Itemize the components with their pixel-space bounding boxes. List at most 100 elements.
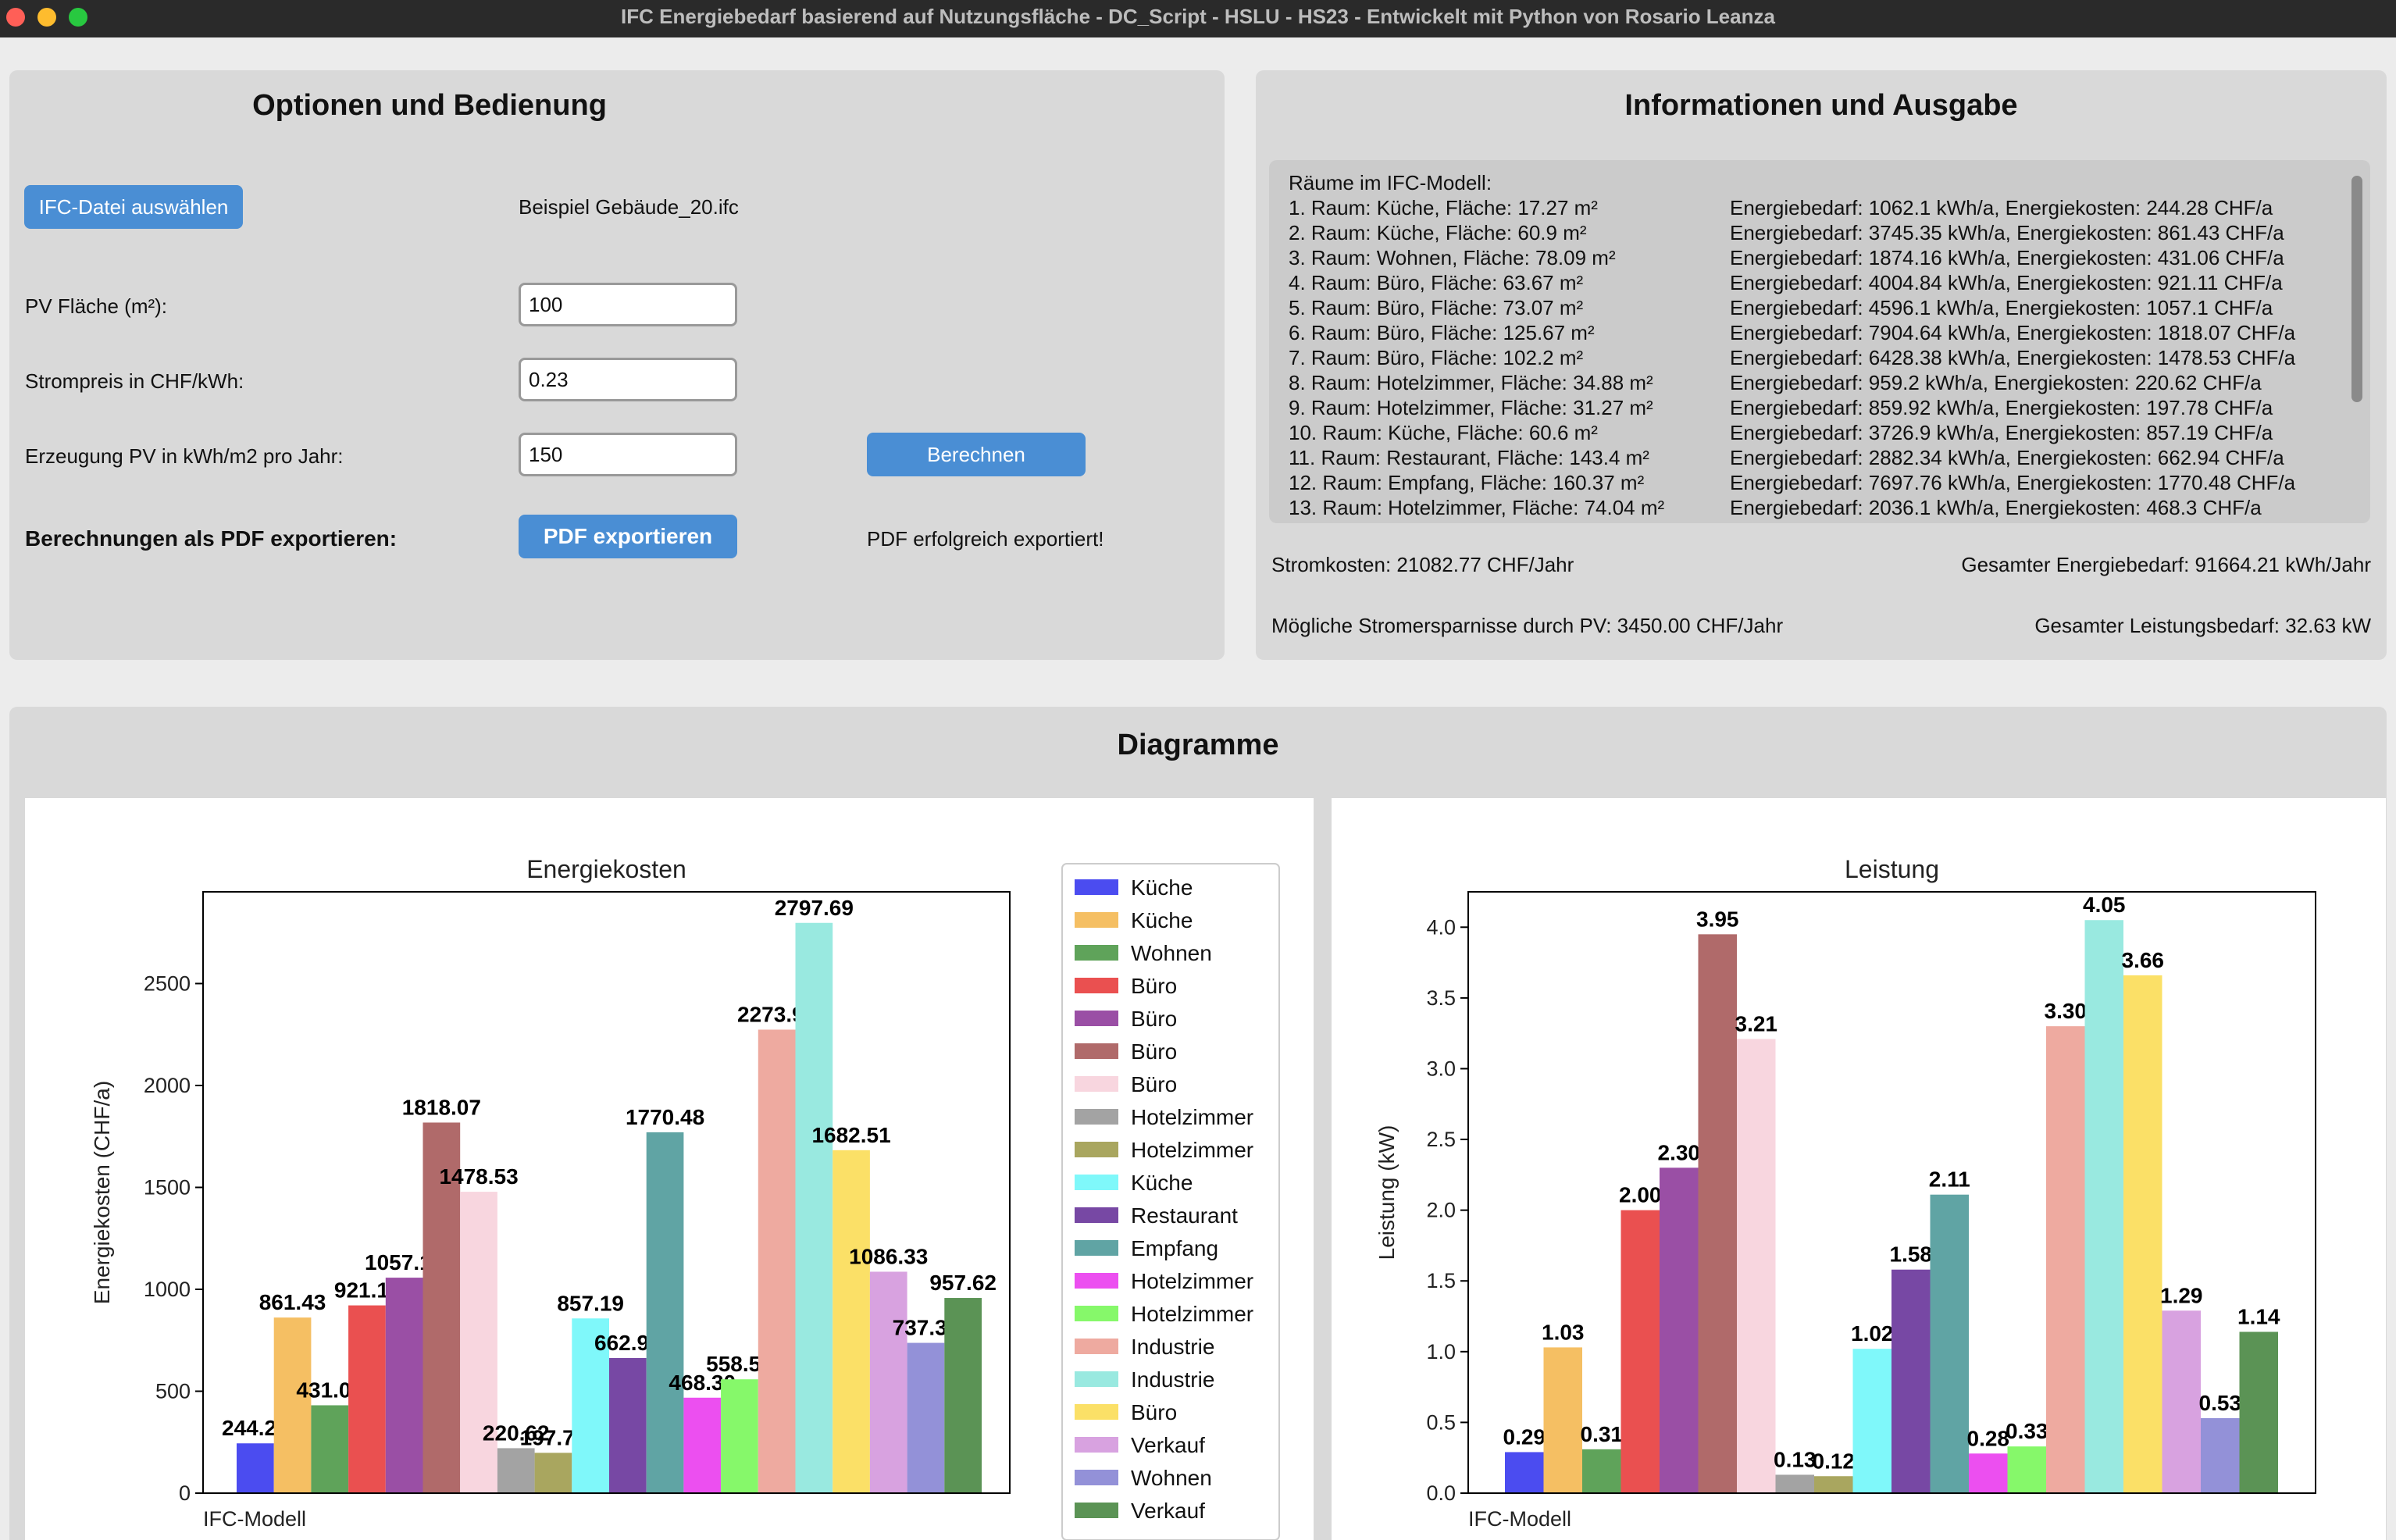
bar-value-label: 220.62	[483, 1421, 550, 1445]
bar-value-label: 1086.33	[849, 1244, 928, 1268]
bar-value-label: 1770.48	[626, 1105, 704, 1129]
select-ifc-file-button[interactable]: IFC-Datei auswählen	[24, 185, 243, 229]
legend-entry: Industrie	[1131, 1367, 1214, 1392]
room-info: 7. Raum: Büro, Fläche: 102.2 m²	[1289, 346, 1584, 369]
room-info: 11. Raum: Restaurant, Fläche: 143.4 m²	[1289, 446, 1649, 469]
legend-entry: Büro	[1131, 1072, 1177, 1096]
room-row: 5. Raum: Büro, Fläche: 73.07 m² Energiebe…	[1289, 296, 2351, 321]
legend-swatch	[1075, 1404, 1118, 1420]
minimize-window-button[interactable]	[37, 8, 56, 27]
y-tick-label: 3.0	[1426, 1057, 1456, 1080]
export-pdf-button[interactable]: PDF exportieren	[519, 515, 737, 558]
bar	[869, 1271, 907, 1493]
legend-swatch	[1075, 1207, 1118, 1223]
room-row: 13. Raum: Hotelzimmer, Fläche: 74.04 m² E…	[1289, 496, 2351, 521]
legend-entry: Büro	[1131, 974, 1177, 998]
room-energy: Energiebedarf: 1874.16 kWh/a, Energiekos…	[1730, 246, 2284, 269]
pv-production-input[interactable]: 150	[519, 433, 737, 476]
calculate-button[interactable]: Berechnen	[867, 433, 1086, 476]
bar	[2084, 920, 2123, 1493]
options-panel-title: Optionen und Bedienung	[252, 89, 607, 122]
room-row: 11. Raum: Restaurant, Fläche: 143.4 m² En…	[1289, 446, 2351, 471]
bar	[833, 1150, 870, 1493]
bar-value-label: 861.43	[259, 1290, 326, 1314]
bar-value-label: 3.66	[2122, 948, 2165, 972]
room-list-scrollbar[interactable]	[2351, 176, 2362, 402]
bar-value-label: 1682.51	[811, 1123, 890, 1147]
electricity-price-input[interactable]: 0.23	[519, 358, 737, 401]
y-tick-label: 4.0	[1426, 915, 1456, 939]
legend-swatch	[1075, 1175, 1118, 1190]
y-tick-label: 0.0	[1426, 1481, 1456, 1505]
legend-entry: Wohnen	[1131, 1466, 1212, 1490]
room-info: 9. Raum: Hotelzimmer, Fläche: 31.27 m²	[1289, 396, 1653, 419]
bar	[2162, 1310, 2201, 1493]
room-info: 8. Raum: Hotelzimmer, Fläche: 34.88 m²	[1289, 371, 1653, 394]
bar	[385, 1278, 423, 1493]
bar	[1543, 1347, 1582, 1493]
y-tick-label: 2.5	[1426, 1128, 1456, 1151]
bar-value-label: 2797.69	[775, 896, 854, 920]
legend-box	[1061, 863, 1280, 1540]
legend-swatch	[1075, 1437, 1118, 1453]
export-pdf-label: Berechnungen als PDF exportieren:	[25, 526, 398, 551]
room-row: 8. Raum: Hotelzimmer, Fläche: 34.88 m² En…	[1289, 371, 2351, 396]
legend-entry: Hotelzimmer	[1131, 1105, 1253, 1129]
bar	[460, 1192, 497, 1493]
pv-area-input[interactable]: 100	[519, 283, 737, 326]
bar-value-label: 3.95	[1696, 907, 1739, 931]
legend-entry: Verkauf	[1131, 1433, 1205, 1457]
plot-frame	[1467, 891, 2316, 1494]
total-energy-text: Gesamter Energiebedarf: 91664.21 kWh/Jah…	[1961, 553, 2371, 576]
bar	[348, 1305, 386, 1493]
room-list[interactable]: Räume im IFC-Modell: 1. Raum: Küche, Flä…	[1269, 160, 2370, 523]
electricity-price-label: Strompreis in CHF/kWh:	[25, 369, 244, 393]
y-tick-label: 1000	[144, 1278, 191, 1301]
power-chart: Leistung Leistung (kW) 0.29 1.03 0.31 2.00 2.3…	[1374, 855, 2316, 1531]
room-row: 7. Raum: Büro, Fläche: 102.2 m² Energiebe…	[1289, 346, 2351, 371]
room-row: 3. Raum: Wohnen, Fläche: 78.09 m² Energie…	[1289, 246, 2351, 271]
bar-value-label: 3.30	[2045, 999, 2088, 1023]
legend-swatch	[1075, 1043, 1118, 1059]
room-energy: Energiebedarf: 4004.84 kWh/a, Energiekos…	[1730, 271, 2283, 294]
zoom-window-button[interactable]	[69, 8, 87, 27]
options-panel: Optionen und Bedienung IFC-Datei auswähl…	[9, 70, 1225, 660]
bar	[758, 1029, 796, 1493]
legend-swatch	[1075, 1142, 1118, 1157]
room-info: 12. Raum: Empfang, Fläche: 160.37 m²	[1289, 471, 1645, 494]
bar	[1660, 1167, 1699, 1493]
legend-swatch	[1075, 1011, 1118, 1026]
room-info: 2. Raum: Küche, Fläche: 60.9 m²	[1289, 221, 1587, 244]
electricity-cost-text: Stromkosten: 21082.77 CHF/Jahr	[1271, 553, 1574, 576]
bar	[423, 1122, 461, 1493]
bar	[1891, 1269, 1931, 1493]
y-axis-label: Leistung (kW)	[1374, 1125, 1399, 1260]
room-energy: Energiebedarf: 959.2 kWh/a, Energiekoste…	[1730, 371, 2262, 394]
room-row: 2. Raum: Küche, Fläche: 60.9 m² Energiebe…	[1289, 221, 2351, 246]
chart-title: Energiekosten	[526, 855, 686, 883]
room-energy: Energiebedarf: 3745.35 kWh/a, Energiekos…	[1730, 221, 2284, 244]
y-tick-label: 2.0	[1426, 1199, 1456, 1222]
legend-entry: Restaurant	[1131, 1203, 1238, 1228]
bar	[1775, 1474, 1814, 1493]
power-chart-container: Leistung Leistung (kW) 0.29 1.03 0.31 2.00 2.3…	[1332, 798, 2386, 1540]
legend-entry: Hotelzimmer	[1131, 1138, 1253, 1162]
bar	[1737, 1039, 1776, 1493]
bar-value-label: 0.13	[1774, 1447, 1817, 1471]
close-window-button[interactable]	[6, 8, 25, 27]
room-info: 5. Raum: Büro, Fläche: 73.07 m²	[1289, 296, 1584, 319]
bar	[1698, 934, 1737, 1493]
legend-entry: Küche	[1131, 1171, 1193, 1195]
legend-entry: Büro	[1131, 1400, 1177, 1424]
bar	[1969, 1453, 2008, 1493]
info-panel-title: Informationen und Ausgabe	[1624, 89, 2018, 122]
room-energy: Energiebedarf: 4596.1 kWh/a, Energiekost…	[1730, 296, 2273, 319]
bar-value-label: 3.21	[1735, 1011, 1778, 1036]
bar-value-label: 0.33	[2006, 1419, 2048, 1443]
bar-value-label: 1.14	[2237, 1304, 2280, 1328]
bar	[683, 1397, 722, 1493]
bar-value-label: 957.62	[929, 1271, 997, 1295]
legend-swatch	[1075, 879, 1118, 895]
bar-value-label: 0.31	[1581, 1422, 1624, 1446]
